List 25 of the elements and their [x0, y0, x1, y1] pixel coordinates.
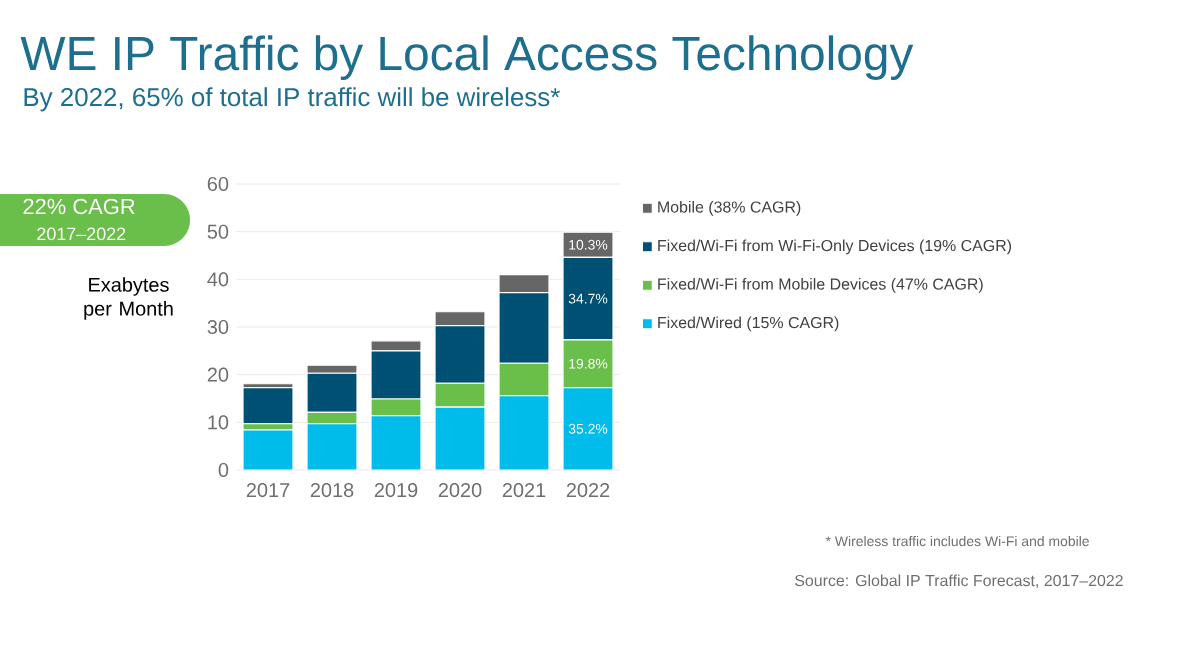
bar [243, 429, 294, 470]
y-tick-label: 30 [207, 319, 229, 335]
y-axis-title: Exabytes per Month [84, 277, 173, 320]
y-tick-label: 20 [207, 367, 229, 382]
y-tick-label: 50 [207, 224, 229, 239]
bar [371, 415, 422, 470]
bar [435, 407, 486, 470]
x-tick-label: 2018 [310, 483, 354, 498]
y-tick-label: 40 [207, 272, 229, 287]
x-tick-label: 2017 [246, 483, 290, 498]
bar [499, 395, 550, 470]
bar [562, 386, 614, 470]
bar [307, 423, 358, 470]
bar [242, 386, 294, 425]
y-tick-label: 0 [218, 462, 229, 478]
text: 2017–2022 [37, 227, 126, 241]
x-tick-label: 2022 [566, 483, 610, 498]
text: 22% CAGR [23, 198, 135, 215]
x-tick-label: 2019 [374, 483, 418, 498]
chart-subtitle: By 2022, 65% of total IP traffic will be wireless* [24, 87, 560, 112]
x-tick-label: 2020 [438, 483, 482, 498]
y-tick-label: 10 [208, 415, 229, 430]
chart-title: WE IP Traffic by Local Access Technology [20, 35, 914, 80]
y-tick-label: 60 [207, 176, 229, 192]
x-tick-label: 2021 [502, 483, 546, 498]
